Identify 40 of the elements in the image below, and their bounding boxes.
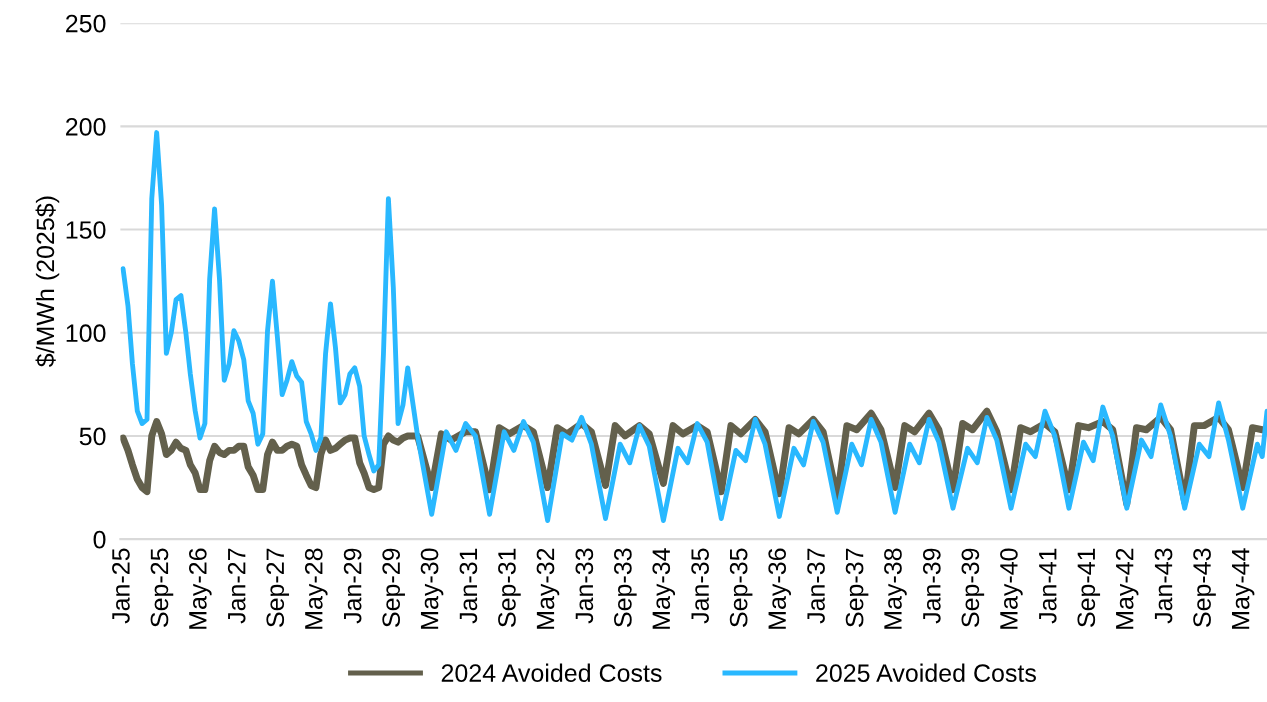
y-tick-label: 150	[66, 221, 106, 239]
y-tick-label: 200	[66, 117, 106, 136]
x-tick-label: Jan-31	[459, 548, 478, 624]
x-tick-label: May-28	[304, 548, 328, 629]
x-tick-label: Jan-43	[1154, 548, 1173, 624]
x-tick-label: Jan-33	[575, 548, 594, 624]
legend-label: 2025 Avoided Costs	[816, 663, 1036, 682]
x-tick-label: Jan-39	[922, 548, 941, 624]
line-series	[120, 130, 1267, 523]
x-tick-label: May-42	[1115, 548, 1139, 629]
x-tick-label: Sep-25	[150, 548, 174, 627]
x-tick-label: Sep-39	[961, 548, 985, 627]
y-axis-title: $/MWh (2025$)	[35, 196, 60, 368]
x-tick-label: Jan-41	[1039, 548, 1057, 624]
y-tick-label: 100	[66, 324, 106, 343]
x-tick-label: May-30	[420, 548, 444, 629]
x-tick-label: Jan-35	[691, 548, 709, 624]
y-tick-label: 0	[93, 530, 106, 549]
x-tick-label: Jan-37	[807, 548, 825, 624]
x-tick-label: Jan-25	[112, 548, 130, 624]
x-tick-label: May-34	[652, 548, 676, 629]
legend-label: 2024 Avoided Costs	[441, 663, 662, 682]
x-tick-label: Sep-37	[845, 548, 869, 627]
x-tick-label: Jan-27	[227, 548, 246, 624]
x-tick-label: Sep-35	[729, 548, 753, 627]
x-tick-label: Sep-27	[266, 548, 290, 627]
y-tick-label: 50	[79, 427, 106, 446]
x-tick-label: Sep-43	[1193, 548, 1216, 627]
x-tick-label: May-36	[768, 548, 791, 629]
x-tick-label: Jan-29	[343, 548, 362, 624]
x-tick-label: May-32	[536, 548, 560, 629]
x-tick-label: Sep-33	[614, 548, 637, 627]
x-tick-label: May-40	[1000, 548, 1023, 629]
x-tick-label: Sep-41	[1077, 548, 1101, 627]
x-tick-label: May-26	[188, 548, 212, 629]
y-tick-label: 250	[66, 14, 106, 33]
x-tick-label: Sep-29	[382, 548, 405, 627]
x-tick-label: Sep-31	[498, 548, 521, 627]
x-tick-label: May-44	[1232, 548, 1255, 629]
x-tick-label: May-38	[884, 548, 907, 629]
